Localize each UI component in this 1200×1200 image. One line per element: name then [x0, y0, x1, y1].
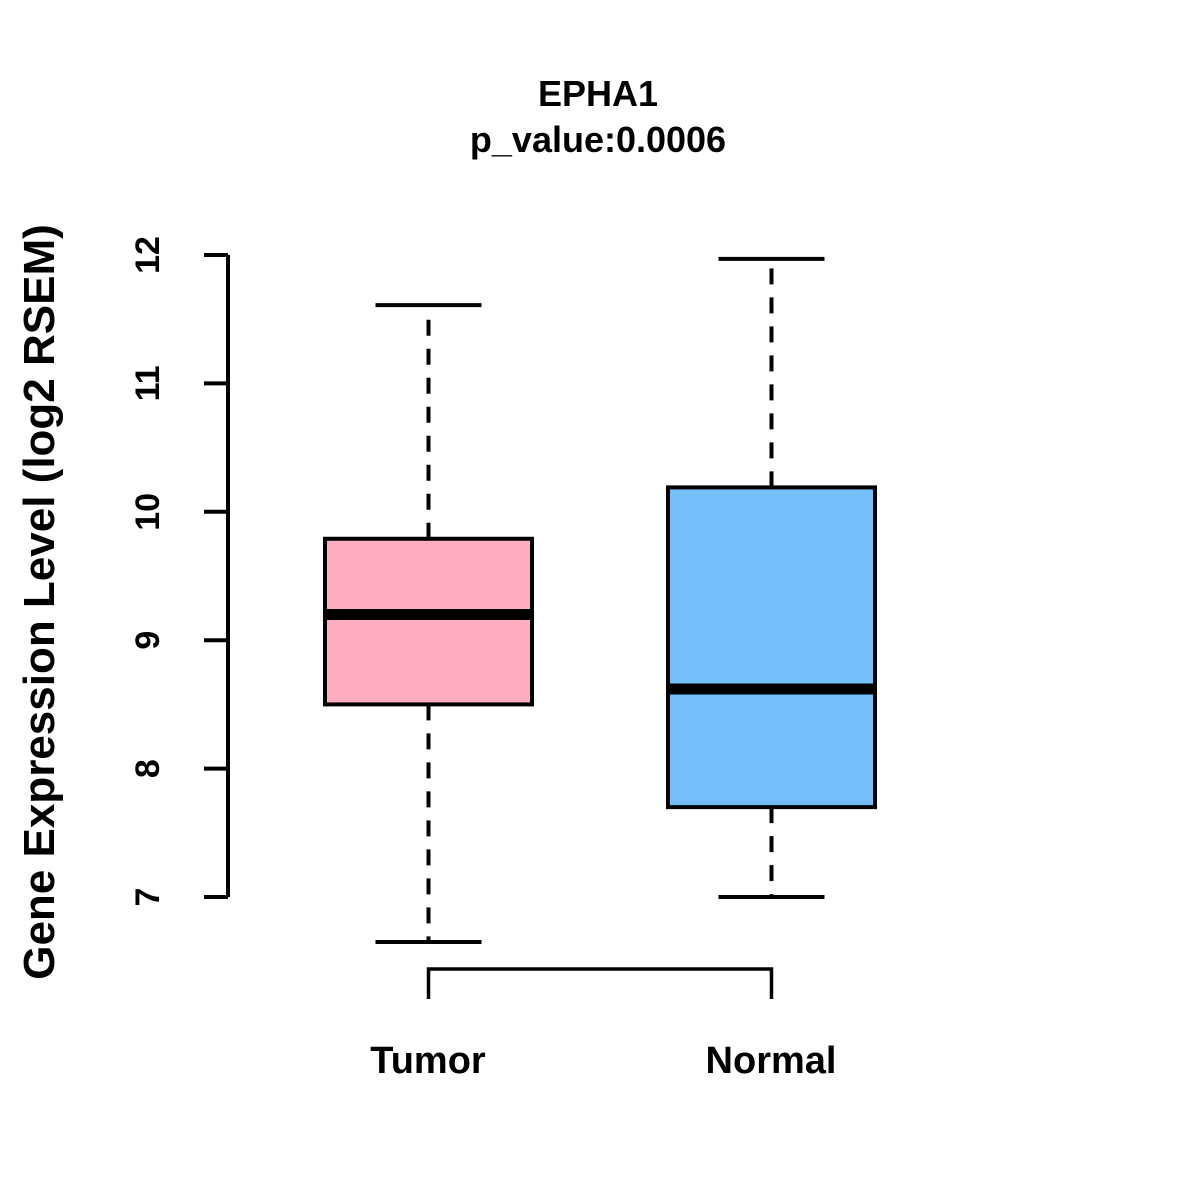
y-tick-label: 9 [129, 631, 167, 650]
chart-title: EPHA1 [537, 73, 659, 114]
y-tick-label: 10 [129, 493, 167, 531]
x-label-tumor: Tumor [370, 1040, 486, 1082]
x-label-normal: Normal [705, 1040, 837, 1082]
y-tick-label: 12 [129, 236, 167, 274]
tumor-box [323, 536, 534, 707]
normal-box [666, 485, 877, 810]
y-tick-label: 7 [129, 888, 167, 907]
comparison-bracket [426, 967, 774, 999]
chart-subtitle: p_value:0.0006 [469, 119, 727, 160]
y-tick-label: 11 [129, 365, 167, 401]
y-tick-label: 8 [129, 759, 167, 778]
